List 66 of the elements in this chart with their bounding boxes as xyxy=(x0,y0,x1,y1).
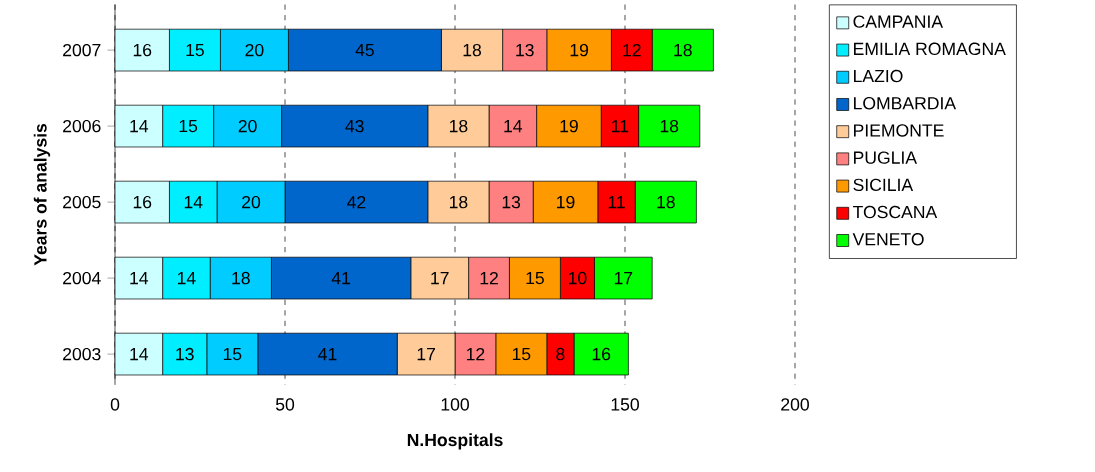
data-label: 18 xyxy=(232,271,250,285)
data-label: 20 xyxy=(245,43,264,57)
data-label: 11 xyxy=(612,120,629,133)
x-tick-label: 100 xyxy=(441,398,469,411)
data-label: 15 xyxy=(526,271,544,285)
data-label: 10 xyxy=(568,271,587,285)
data-label: 8 xyxy=(556,347,565,361)
data-label: 14 xyxy=(130,272,149,285)
data-label: 18 xyxy=(449,119,468,133)
x-axis-title: N.Hospitals xyxy=(407,433,503,450)
data-label: 45 xyxy=(355,43,374,57)
legend-label: PUGLIA xyxy=(854,151,918,164)
data-label: 19 xyxy=(570,43,589,57)
data-label: 42 xyxy=(347,195,366,209)
data-label: 13 xyxy=(176,347,194,361)
data-label: 19 xyxy=(560,119,578,133)
y-axis-title: Years of analysis xyxy=(33,123,51,266)
legend-label: VENETO xyxy=(852,233,924,246)
data-label: 14 xyxy=(130,120,149,133)
data-label: 13 xyxy=(516,43,534,57)
data-label: 41 xyxy=(318,348,337,361)
x-tick-label: 0 xyxy=(110,398,120,411)
data-label: 14 xyxy=(130,348,149,361)
data-label: 20 xyxy=(242,195,261,209)
data-label: 19 xyxy=(557,195,575,209)
x-tick-label: 150 xyxy=(611,398,639,411)
y-tick-label: 2006 xyxy=(63,119,101,133)
data-label: 14 xyxy=(177,272,196,285)
data-label: 17 xyxy=(431,272,449,285)
data-label: 18 xyxy=(657,195,675,209)
data-label: 15 xyxy=(186,43,204,57)
data-label: 17 xyxy=(417,348,435,361)
data-label: 43 xyxy=(345,119,364,133)
data-label: 18 xyxy=(449,195,468,209)
data-label: 12 xyxy=(623,43,641,57)
x-tick-label: 50 xyxy=(275,398,295,411)
data-label: 16 xyxy=(592,347,611,361)
data-label: 12 xyxy=(466,347,485,361)
x-tick-label: 200 xyxy=(781,398,809,411)
y-tick-label: 2003 xyxy=(63,347,101,361)
data-label: 18 xyxy=(674,43,692,57)
data-label: 16 xyxy=(133,43,152,57)
data-label: 17 xyxy=(614,272,633,285)
data-label: 13 xyxy=(502,195,521,209)
legend-label: EMILIA ROMAGNA xyxy=(854,42,1006,56)
data-label: 15 xyxy=(179,119,198,133)
legend-label: CAMPANIA xyxy=(853,15,944,28)
data-label: 14 xyxy=(504,120,523,133)
legend-label: LAZIO xyxy=(854,69,903,83)
data-label: 12 xyxy=(480,271,498,285)
legend-label: PIEMONTE xyxy=(854,124,944,137)
data-label: 11 xyxy=(608,196,625,209)
legend-label: TOSCANA xyxy=(852,205,938,219)
data-label: 14 xyxy=(184,196,203,209)
y-tick-label: 2007 xyxy=(63,43,101,57)
data-label: 16 xyxy=(133,195,152,209)
y-tick-label: 2005 xyxy=(63,195,101,209)
data-label: 41 xyxy=(331,272,351,285)
data-label: 15 xyxy=(512,347,531,361)
y-tick-label: 2004 xyxy=(63,271,101,285)
data-label: 18 xyxy=(463,43,482,57)
legend-label: LOMBARDIA xyxy=(854,97,957,110)
data-label: 18 xyxy=(660,119,679,133)
legend-label: SICILIA xyxy=(853,178,914,192)
data-label: 15 xyxy=(223,347,242,361)
data-label: 20 xyxy=(238,119,257,133)
